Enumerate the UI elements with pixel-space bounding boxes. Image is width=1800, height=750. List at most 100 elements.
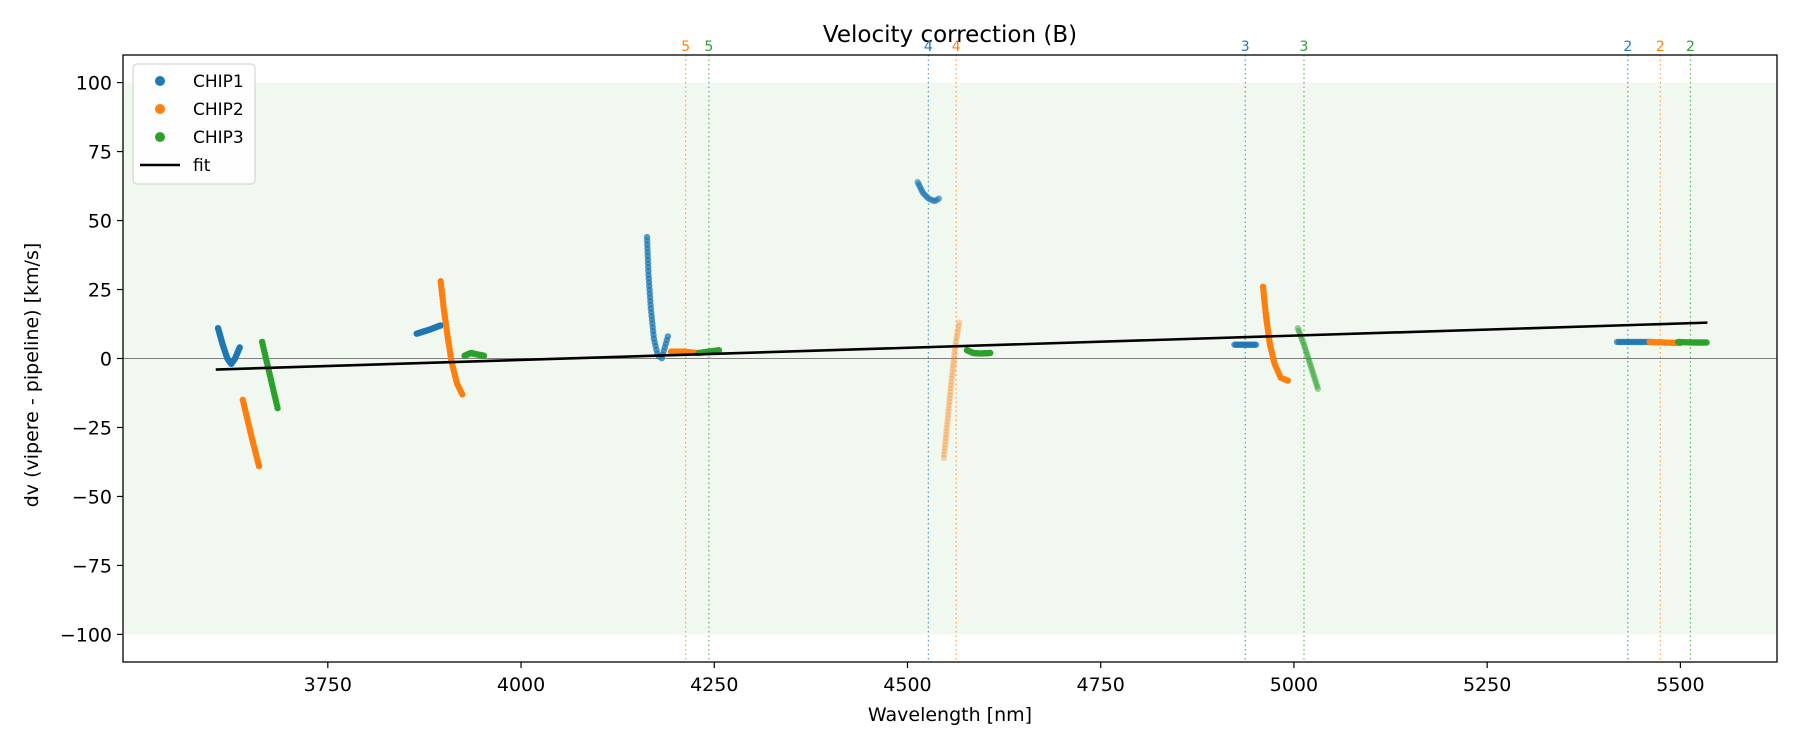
point-chip2-order3-12 (944, 414, 951, 422)
point-chip3-order2-6 (1299, 339, 1307, 346)
x-tick-label-4500: 4500 (883, 674, 931, 696)
point-chip2-order3-38 (954, 329, 961, 336)
point-chip2-order5-39 (459, 391, 466, 398)
point-chip2-order6-27 (255, 462, 263, 470)
series-chip1-order3 (914, 178, 943, 205)
point-chip1-order3-21 (935, 195, 943, 202)
point-chip2-order3-4 (941, 441, 949, 448)
point-chip2-order3-29 (950, 358, 957, 366)
point-chip1-order4-39 (664, 333, 672, 340)
order-line-label-6: 2 (1623, 39, 1632, 55)
series-chip3-order5 (461, 349, 488, 359)
point-chip1-order3-12 (924, 194, 931, 201)
point-chip1-order6-31 (236, 344, 243, 351)
point-chip2-order3-31 (951, 352, 958, 359)
point-chip2-order3-14 (945, 408, 952, 415)
point-chip2-order3-16 (945, 401, 953, 409)
point-chip3-order2-15 (1307, 361, 1314, 368)
point-chip3-order2-13 (1305, 356, 1312, 363)
series-chip2-order2 (1259, 283, 1291, 384)
point-chip2-order3-1 (940, 451, 948, 458)
point-chip2-order3-23 (948, 378, 955, 386)
point-chip1-order3-14 (926, 195, 933, 203)
legend-marker-chip3 (155, 132, 165, 142)
fit-line-path (215, 321, 1708, 371)
point-chip3-order2-8 (1301, 344, 1309, 351)
point-chip1-order3-4 (917, 184, 924, 191)
point-chip2-order3-5 (942, 438, 949, 445)
point-chip2-order3-24 (948, 375, 955, 382)
point-chip2-order3-9 (943, 424, 950, 432)
point-chip2-order3-30 (950, 355, 958, 362)
series-chip1-order6 (214, 324, 243, 368)
point-chip3-order2-25 (1314, 385, 1322, 393)
point-chip2-order3-17 (946, 398, 953, 405)
point-chip2-order3-32 (951, 348, 958, 356)
point-chip2-order3-20 (947, 388, 954, 395)
point-chip3-order2-14 (1306, 358, 1313, 366)
order-line-label-8: 2 (1686, 39, 1695, 55)
point-chip3-order4-11 (715, 347, 723, 354)
y-tick-label-8: −100 (60, 624, 112, 646)
point-chip2-order3-21 (947, 385, 954, 392)
point-chip3-order2-23 (1313, 380, 1320, 388)
legend: CHIP1 CHIP2 CHIP3 fit (132, 63, 256, 185)
point-chip2-order3-6 (942, 434, 949, 442)
order-line-label-3: 4 (952, 39, 961, 55)
point-chip2-order3-27 (949, 365, 957, 372)
point-chip2-order3-35 (952, 339, 960, 346)
point-chip1-order3-18 (932, 197, 939, 205)
y-tick-label-0: 100 (76, 73, 112, 95)
x-tick-label-4250: 4250 (690, 674, 738, 696)
point-chip1-order3-11 (922, 193, 930, 200)
series-chip3-order2 (1294, 324, 1322, 393)
point-chip2-order3-2 (941, 448, 948, 455)
x-tick-label-3750: 3750 (304, 674, 352, 696)
point-chip3-order2-24 (1313, 383, 1321, 390)
series-chip3-order6 (258, 338, 281, 412)
x-axis-ticks: 3750 4000 4250 4500 4750 5000 5250 5500 (304, 662, 1705, 696)
point-chip2-order3-40 (955, 322, 962, 330)
data-series (214, 178, 1710, 470)
y-tick-label-6: −50 (72, 486, 112, 508)
point-chip2-order3-18 (946, 395, 953, 402)
point-chip2-order3-28 (949, 362, 957, 369)
point-chip1-order3-3 (916, 182, 923, 190)
point-chip3-order3-21 (986, 349, 994, 357)
series-chip2-order6 (239, 396, 263, 470)
order-line-label-1: 5 (704, 39, 713, 55)
series-chip1-order5 (413, 322, 444, 337)
point-chip3-order2-19 (1310, 370, 1317, 378)
point-chip1-order3-5 (917, 185, 925, 192)
series-chip2-order1 (1646, 338, 1684, 347)
point-chip3-order2-12 (1304, 353, 1312, 361)
point-chip1-order2-17 (1252, 341, 1260, 348)
legend-label-chip1: CHIP1 (193, 72, 244, 92)
point-chip2-order3-15 (945, 405, 952, 412)
y-tick-label-5: −25 (72, 417, 112, 439)
point-chip2-order3-11 (944, 418, 951, 425)
y-axis-label: dv (vipere - pipeline) [km/s] (21, 243, 43, 508)
chart-title: Velocity correction (B) (823, 22, 1077, 48)
y-tick-label-1: 75 (88, 142, 112, 164)
series-chip1-order4 (643, 233, 672, 362)
point-chip3-order2-0 (1294, 324, 1302, 332)
point-chip2-order3-13 (944, 411, 952, 419)
point-chip2-order3-36 (953, 335, 960, 343)
x-tick-label-5250: 5250 (1463, 674, 1511, 696)
y-tick-label-3: 25 (88, 280, 112, 302)
x-tick-label-5500: 5500 (1656, 674, 1704, 696)
point-chip2-order3-0 (940, 454, 948, 462)
point-chip2-order3-22 (947, 381, 955, 389)
point-chip1-order3-17 (930, 197, 938, 205)
order-line-label-7: 2 (1656, 39, 1665, 55)
y-axis-ticks: 100 75 50 25 0 −25 −50 −75 −100 (60, 73, 123, 646)
point-chip3-order2-21 (1311, 375, 1319, 383)
point-chip2-order3-39 (954, 325, 962, 333)
series-chip1-order2 (1231, 341, 1260, 348)
series-chip3-order3 (963, 347, 994, 357)
point-chip1-order3-16 (929, 197, 936, 204)
order-line-label-0: 5 (681, 39, 690, 55)
point-chip2-order3-7 (942, 431, 950, 438)
